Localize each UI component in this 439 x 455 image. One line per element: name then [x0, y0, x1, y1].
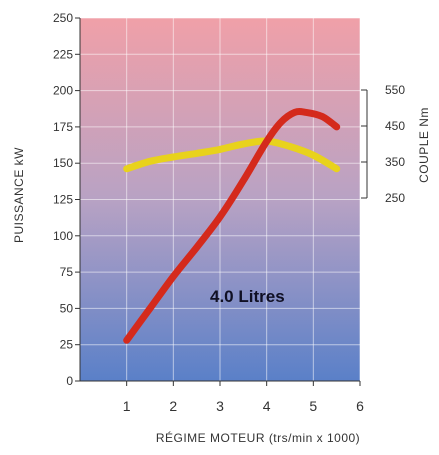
- y-tick-label-left: 0: [66, 374, 73, 388]
- y-tick-label-left: 175: [53, 120, 73, 134]
- series-line-power: [123, 107, 341, 344]
- x-tick-label: 4: [263, 398, 271, 414]
- y-tick-label-left: 100: [53, 229, 73, 243]
- x-tick-label: 5: [309, 398, 317, 414]
- y-tick-label-right: 450: [385, 119, 405, 133]
- y-tick-label-left: 150: [53, 156, 73, 170]
- grid: [80, 17, 361, 381]
- y-axis-label-left: PUISSANCE kW: [12, 147, 26, 243]
- x-tick-label: 2: [169, 398, 177, 414]
- series-group: [123, 107, 341, 344]
- y-tick-label-right: 250: [385, 191, 405, 205]
- y-tick-label-right: 350: [385, 155, 405, 169]
- y-tick-label-left: 225: [53, 47, 73, 61]
- x-tick-label: 1: [123, 398, 131, 414]
- y-tick-label-left: 75: [60, 265, 74, 279]
- x-tick-label: 3: [216, 398, 224, 414]
- annotation-engine: 4.0 Litres: [210, 287, 285, 306]
- y-tick-label-right: 550: [385, 83, 405, 97]
- y-tick-label-left: 50: [60, 301, 74, 315]
- right-axis: 250 350 450 550: [361, 83, 405, 205]
- y-tick-label-left: 200: [53, 84, 73, 98]
- x-tick-label: 6: [356, 398, 364, 414]
- axes: 0 25 50 75 100 125 150 175 200 225 250 1 2 3 4 5 6: [53, 11, 364, 414]
- y-tick-label-left: 250: [53, 11, 73, 25]
- y-tick-label-left: 125: [53, 193, 73, 207]
- y-axis-label-right: COUPLE Nm: [417, 107, 431, 183]
- y-tick-label-left: 25: [60, 338, 74, 352]
- x-axis-label: RÉGIME MOTEUR (trs/min x 1000): [156, 430, 360, 445]
- series-line-torque: [123, 137, 341, 173]
